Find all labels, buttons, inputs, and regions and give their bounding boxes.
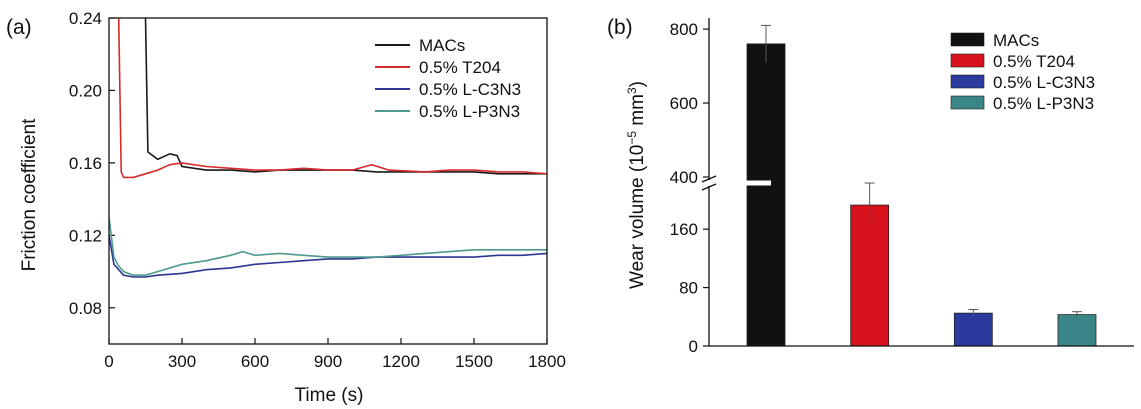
friction-y-tick-label: 0.24 — [69, 9, 102, 28]
friction-y-tick-label: 0.08 — [69, 299, 102, 318]
wear-bar — [953, 312, 993, 347]
wear-bar — [850, 204, 890, 347]
wear-legend-swatch — [950, 74, 985, 89]
wear-panel: (b) Wear volume (10−5 mm3) 0 80 160 400 600 8… — [607, 16, 1134, 356]
wear-y-tick-label: 800 — [670, 20, 698, 39]
friction-x-tick-label: 600 — [241, 352, 269, 371]
friction-y-tick-label: 0.20 — [69, 81, 102, 100]
wear-plot-frame — [701, 18, 1134, 347]
friction-x-tick-label: 1500 — [455, 352, 493, 371]
axis-break-gap — [701, 180, 771, 186]
friction-panel: (a) Friction coefficient Time (s) 0 300 60… — [6, 9, 566, 406]
friction-x-axis-label: Time (s) — [295, 385, 364, 406]
friction-series-line — [144, 18, 547, 175]
friction-y-axis-label: Friction coefficient — [19, 118, 40, 271]
wear-bar — [746, 43, 786, 347]
panel-b-label: (b) — [607, 16, 633, 39]
friction-x-tick-label: 0 — [104, 352, 113, 371]
friction-x-tick-label: 300 — [168, 352, 196, 371]
friction-legend-entry: MACs — [419, 36, 465, 55]
friction-y-tick-label: 0.16 — [69, 154, 102, 173]
wear-legend-entry: MACs — [993, 31, 1039, 50]
wear-y-tick-label: 400 — [670, 168, 698, 187]
friction-legend-entry: 0.5% L-C3N3 — [419, 80, 521, 99]
friction-series-line — [109, 235, 547, 278]
wear-y-tick-label: 600 — [670, 94, 698, 113]
friction-x-tick-label: 1200 — [382, 352, 420, 371]
wear-legend-swatch — [950, 32, 985, 47]
axis-break-mark — [701, 175, 717, 183]
panel-a-label: (a) — [6, 16, 32, 39]
wear-y-axis-label: Wear volume (10−5 mm3) — [625, 81, 648, 289]
wear-legend-entry: 0.5% L-P3N3 — [993, 94, 1094, 113]
wear-legend-swatch — [950, 95, 985, 110]
axis-break-mark — [701, 183, 717, 191]
wear-y-tick-label: 160 — [670, 220, 698, 239]
wear-legend-entry: 0.5% T204 — [993, 52, 1075, 71]
friction-x-tick-label: 1800 — [528, 352, 566, 371]
friction-series-line — [117, 18, 547, 179]
friction-plot-frame — [108, 17, 548, 345]
friction-x-tick-label: 900 — [314, 352, 342, 371]
friction-y-tick-label: 0.12 — [69, 226, 102, 245]
friction-legend-entry: 0.5% T204 — [419, 58, 501, 77]
wear-y-tick-label: 80 — [679, 279, 698, 298]
wear-y-tick-label: 0 — [689, 337, 698, 356]
wear-bar — [1057, 314, 1097, 347]
friction-legend-entry: 0.5% L-P3N3 — [419, 102, 520, 121]
friction-series-line — [109, 217, 547, 276]
wear-legend-swatch — [950, 53, 985, 68]
wear-legend-entry: 0.5% L-C3N3 — [993, 73, 1095, 92]
